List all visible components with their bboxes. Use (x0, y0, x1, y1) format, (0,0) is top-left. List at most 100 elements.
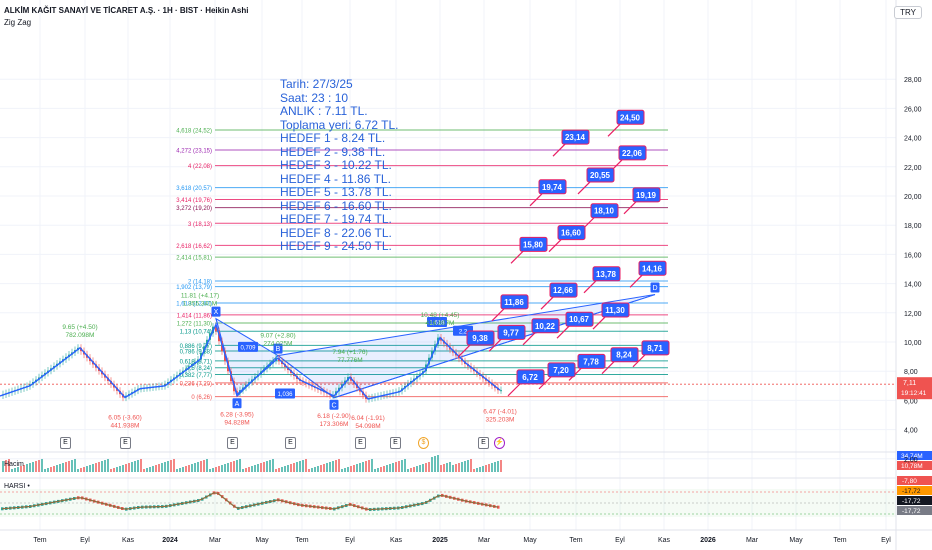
volume-bar (8, 459, 10, 472)
volume-bar (278, 468, 280, 472)
zigzag-indicator: 9.65 (+4.50)782.098M 6.05 (-3.60)441.938M… (0, 293, 517, 430)
harsi-rsi-line (1, 492, 499, 511)
volume-bar (386, 465, 388, 472)
volume-bar (233, 461, 235, 472)
price-axis-label: 6,00 (904, 398, 918, 405)
callout-pointer (629, 274, 643, 288)
pattern-ratio-box (238, 341, 258, 352)
pattern-point-marker (232, 398, 242, 409)
target-callout-box (547, 362, 576, 378)
split-event-icon[interactable]: ⚡ (494, 437, 505, 449)
zigzag-pivot-volume: 1.355.341M (183, 301, 217, 308)
volume-bar (266, 461, 268, 472)
time-axis-label: 2024 (162, 537, 178, 544)
volume-pane: 34,74M 10,78M (2, 451, 932, 472)
target-callout-box (592, 266, 621, 282)
volume-bar (461, 462, 463, 472)
target-callout-box (549, 282, 578, 298)
volume-bar (308, 469, 310, 472)
harsi-pane: -7,80 -17,72 -17,72 -17,72 (0, 476, 932, 517)
target-callout-label: 10,22 (535, 322, 556, 331)
fib-level-label: 1,13 (10,74) (180, 330, 212, 336)
volume-bar (407, 469, 409, 472)
volume-bar (491, 463, 493, 472)
target-callout-box (565, 311, 594, 327)
pattern-point-label: D (652, 285, 657, 292)
volume-bar (119, 466, 121, 472)
volume-bar (59, 464, 61, 472)
target-callout-label: 9,38 (472, 334, 488, 343)
volume-bar (203, 460, 205, 472)
indicator-label-zigzag[interactable]: Zig Zag (4, 18, 32, 27)
volume-bar (113, 468, 115, 472)
fib-level-label: 1,902 (13,79) (176, 285, 212, 291)
volume-bar (500, 460, 502, 472)
volume-bar (260, 463, 262, 472)
volume-bar (137, 460, 139, 472)
earnings-event-icon[interactable]: E (390, 437, 401, 449)
harsi-pane-label[interactable]: HARSI • (4, 483, 30, 490)
volume-bar (218, 466, 220, 472)
volume-bar (428, 462, 430, 472)
volume-badge (897, 451, 932, 460)
pattern-point-marker (211, 306, 221, 317)
time-axis-label: Eyl (80, 537, 90, 544)
earnings-event-icon[interactable]: E (478, 437, 489, 449)
volume-bar (479, 467, 481, 472)
pattern-bcd-triangle (276, 294, 656, 399)
earnings-event-icon[interactable]: E (60, 437, 71, 449)
dividend-event-icon[interactable]: $ (418, 437, 429, 449)
volume-bar (53, 466, 55, 472)
price-axis-label: 12,00 (904, 311, 922, 318)
pattern-ratio-label: 1,036 (277, 392, 293, 398)
volume-badge-label: 10,78M (901, 463, 923, 470)
symbol-title[interactable]: ALKİM KAĞIT SANAYİ VE TİCARET A.Ş. · 1H … (4, 6, 249, 15)
info-line: ANLIK : 7.11 TL. (280, 104, 368, 118)
target-callout-label: 18,10 (594, 207, 615, 216)
time-axis-label: Mar (209, 537, 222, 544)
volume-bar (323, 464, 325, 472)
volume-bar (425, 463, 427, 472)
time-axis-label: Mar (746, 537, 759, 544)
currency-badge[interactable]: TRY (894, 6, 922, 19)
info-line: HEDEF 7 - 19.74 TL. (280, 212, 392, 226)
harsi-badge-label: -17,72 (902, 498, 921, 505)
earnings-event-icon[interactable]: E (227, 437, 238, 449)
volume-bar (176, 469, 178, 472)
volume-bar (26, 464, 28, 472)
time-axis-label: Eyl (615, 537, 625, 544)
harsi-badge-label: -7,80 (902, 478, 917, 485)
volume-bar (344, 468, 346, 472)
volume-bar (32, 462, 34, 472)
volume-bar (206, 459, 208, 472)
volume-bar (458, 463, 460, 472)
fib-level-label: 0,786 (9,38) (180, 350, 212, 356)
volume-pane-label[interactable]: Hacim (4, 461, 24, 468)
info-box: Tarih: 27/3/25 Saat: 23 : 10 ANLIK : 7.1… (280, 77, 399, 254)
volume-bar (335, 460, 337, 472)
volume-bar (182, 467, 184, 472)
earnings-event-icon[interactable]: E (285, 437, 296, 449)
volume-bar (245, 468, 247, 472)
harsi-badge (897, 486, 932, 495)
volume-bar (35, 461, 37, 472)
pattern-point-label: C (331, 402, 336, 409)
target-callout-label: 7,78 (583, 357, 599, 366)
volume-bar (392, 463, 394, 472)
volume-bar (68, 461, 70, 472)
volume-bar (485, 465, 487, 472)
volume-bar (356, 464, 358, 472)
earnings-event-icon[interactable]: E (120, 437, 131, 449)
time-axis-label: Kas (658, 537, 671, 544)
zigzag-pivot-label: 6.28 (-3.95) (220, 411, 254, 418)
earnings-event-icon[interactable]: E (355, 437, 366, 449)
time-axis-label: May (255, 537, 269, 544)
fib-level-label: 0,5 (8,24) (186, 366, 212, 372)
volume-bar (371, 459, 373, 472)
price-axis-label: 26,00 (904, 106, 922, 113)
volume-bar (452, 465, 454, 472)
fib-level-label: 4,618 (24,52) (176, 129, 212, 135)
volume-bar (302, 460, 304, 472)
volume-bar (47, 468, 49, 472)
